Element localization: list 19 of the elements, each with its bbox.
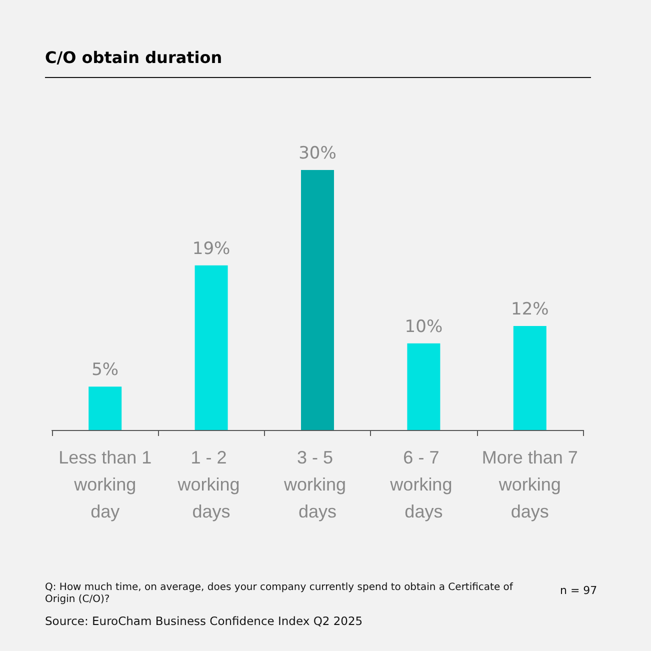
x-tick-label: 3 - 5 working days bbox=[282, 448, 352, 522]
data-label: 10% bbox=[404, 316, 443, 337]
data-label: 30% bbox=[298, 144, 336, 164]
x-tick-label: 6 - 7 working days bbox=[389, 448, 458, 522]
data-label: 5% bbox=[92, 360, 119, 380]
bar bbox=[88, 386, 122, 430]
chart-title: C/O obtain duration bbox=[45, 48, 591, 78]
data-label: 12% bbox=[511, 300, 549, 320]
x-tick-label: More than 7 working days bbox=[482, 448, 578, 522]
bar bbox=[194, 265, 228, 430]
bar bbox=[513, 326, 546, 430]
source-note: Source: EuroCham Business Confidence Index Q2 2025 bbox=[45, 614, 363, 628]
bar bbox=[407, 343, 440, 430]
bar bbox=[301, 170, 334, 430]
x-tick-label: 1 - 2 working days bbox=[176, 448, 245, 522]
data-label: 19% bbox=[192, 238, 230, 259]
x-tick-label: Less than 1 working day bbox=[58, 448, 152, 522]
text: Q: How much time, on average, does your company currently spend to obtain a Certificate of Origin (C/O)? bbox=[45, 582, 514, 606]
text: n = 97 bbox=[560, 584, 598, 597]
